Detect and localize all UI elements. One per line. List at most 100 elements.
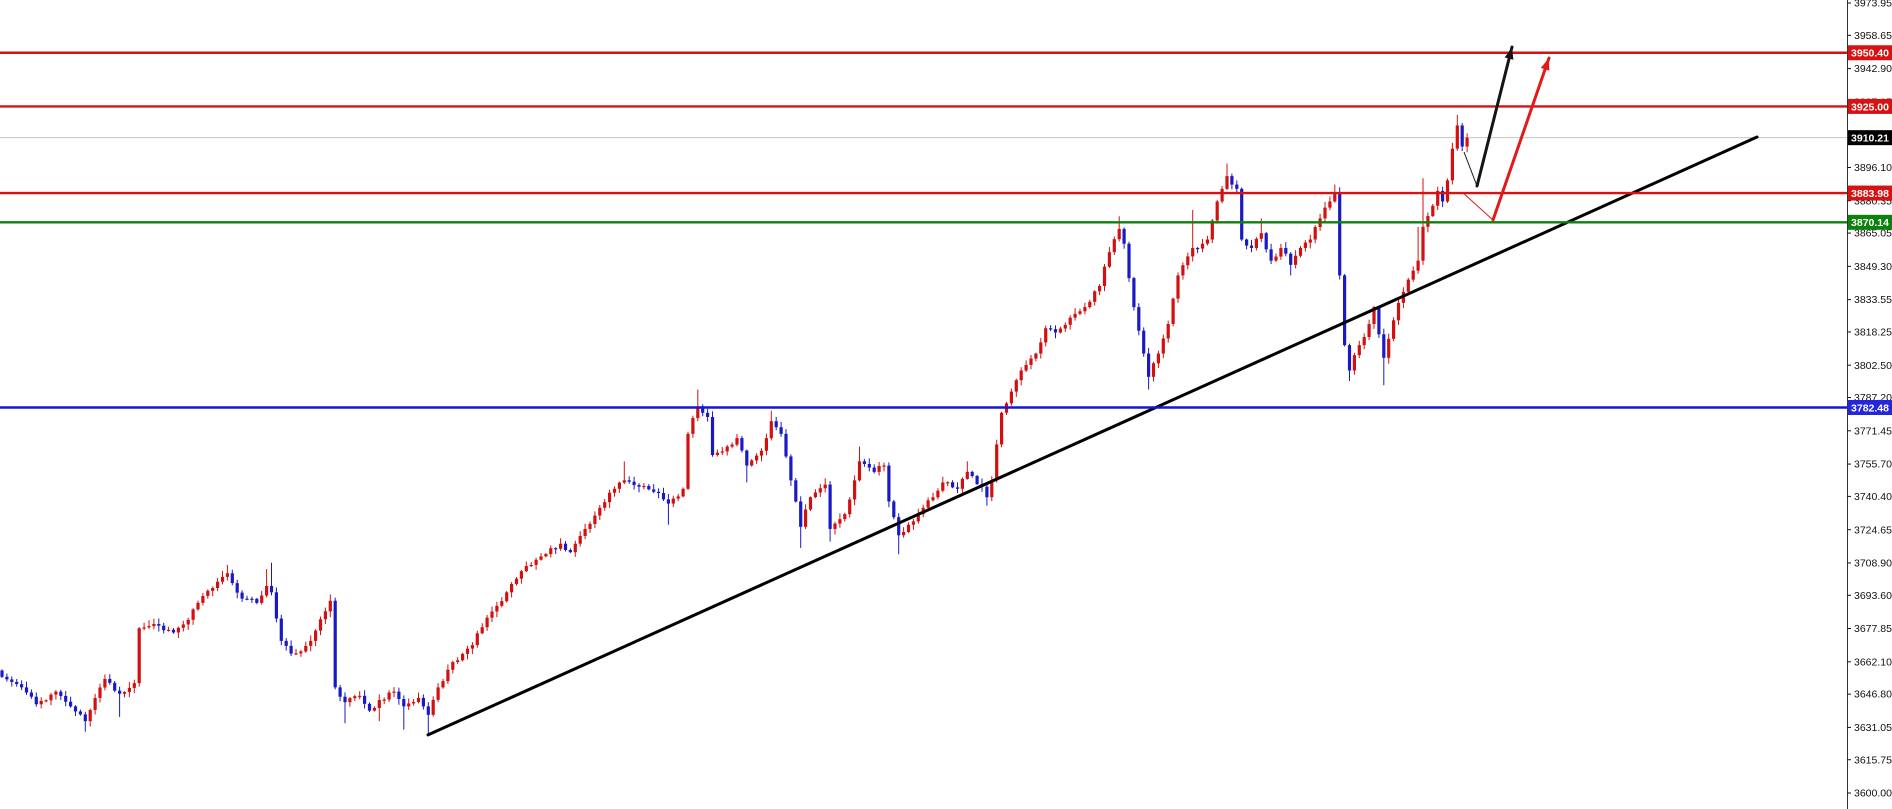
candle-body (147, 626, 151, 628)
candle-body (54, 691, 58, 695)
tick-label: 3631.05 (1854, 722, 1892, 734)
candle-body (260, 595, 264, 603)
candle-body (897, 517, 901, 536)
candle-body (34, 696, 38, 705)
tick-label: 3942.90 (1854, 63, 1892, 75)
candle-body (1078, 311, 1082, 314)
candle-body (848, 499, 852, 515)
candle-body (255, 598, 259, 603)
candle-body (671, 498, 675, 504)
candle-body (1416, 260, 1420, 271)
candle-body (563, 543, 568, 551)
candle-body (593, 515, 597, 524)
candle-body (495, 605, 499, 612)
candle-body (299, 651, 303, 654)
candle-body (1298, 247, 1303, 256)
candle-body (911, 521, 915, 525)
candle-body (519, 571, 523, 579)
projection-black[interactable] (1463, 45, 1514, 188)
candle-body (877, 466, 881, 472)
candle-body (872, 467, 876, 472)
candle-body (127, 687, 131, 692)
candle-body (1166, 324, 1170, 339)
candle-body (122, 691, 127, 694)
projection-black-rally-line (1475, 45, 1514, 188)
price-badge-3950.40-text: 3950.40 (1851, 48, 1889, 60)
candle-body (1053, 329, 1058, 333)
candle-body (29, 692, 33, 697)
candle-body (1274, 256, 1278, 261)
candle-body (1279, 247, 1283, 257)
ascending-trendline[interactable] (426, 135, 1759, 737)
candle-body (269, 585, 274, 593)
candle-body (132, 683, 136, 688)
candle-body (833, 523, 837, 529)
candle-body (1465, 137, 1469, 147)
candle-body (363, 695, 367, 704)
candle-body (240, 592, 244, 599)
candle-body (1254, 238, 1258, 248)
candle-body (608, 492, 612, 503)
candle-body (853, 480, 857, 500)
candle-body (627, 480, 631, 482)
candle-body (549, 548, 553, 555)
candle-body (612, 488, 617, 493)
candle-body (1308, 239, 1312, 243)
candle-body (186, 619, 190, 625)
price-badge-3925.00-bg (1848, 98, 1892, 114)
candle-body (181, 624, 185, 628)
candle-body (1245, 239, 1249, 246)
projection-red-rally-line (1491, 56, 1551, 222)
candle-body (1377, 307, 1381, 335)
candle-body (1357, 345, 1361, 356)
candle-body (304, 645, 308, 652)
candle-body (970, 471, 974, 476)
tick-label: 3958.65 (1854, 30, 1892, 42)
candle-body (441, 681, 445, 688)
candle-body (1460, 125, 1464, 147)
tick-label: 3615.75 (1854, 754, 1892, 766)
candle-body (1264, 233, 1268, 250)
candle-body (1436, 190, 1440, 206)
candle-body (196, 602, 200, 610)
candle-body (157, 623, 161, 626)
candle-body (289, 645, 293, 654)
candle-body (382, 699, 386, 701)
candle-body (1367, 324, 1371, 338)
candle-body (578, 535, 582, 544)
candle-body (358, 695, 362, 698)
candle-body (534, 559, 538, 565)
candle-body (206, 590, 210, 596)
candle-body (1284, 247, 1288, 254)
candle-body (936, 490, 940, 498)
projection-red[interactable] (1461, 56, 1551, 222)
candle-body (78, 711, 82, 715)
candle-body (1000, 412, 1004, 445)
tick-label: 3740.40 (1854, 491, 1892, 503)
candle-body (284, 640, 288, 646)
candle-body (622, 480, 626, 483)
candle-body (1142, 330, 1146, 354)
candle-body (1063, 324, 1067, 329)
candle-body (828, 484, 832, 529)
candle-body (274, 592, 278, 619)
candle-body (1083, 307, 1087, 312)
candle-body (1372, 307, 1376, 325)
price-badge-3883.98: 3883.98 (1848, 185, 1892, 201)
candle-body (759, 450, 764, 456)
candle-body (720, 451, 724, 453)
candle-body (1289, 253, 1293, 265)
candle-body (1161, 338, 1165, 354)
candle-body (1151, 363, 1156, 377)
candle-body (906, 524, 911, 532)
candle-body (1127, 243, 1131, 279)
candle-body (103, 678, 107, 688)
candle-body (333, 600, 337, 688)
candle-body (83, 714, 87, 722)
candle-body (1225, 176, 1229, 189)
candle-body (348, 698, 352, 703)
tick-label: 3896.10 (1854, 162, 1892, 174)
candle-body (407, 703, 411, 707)
